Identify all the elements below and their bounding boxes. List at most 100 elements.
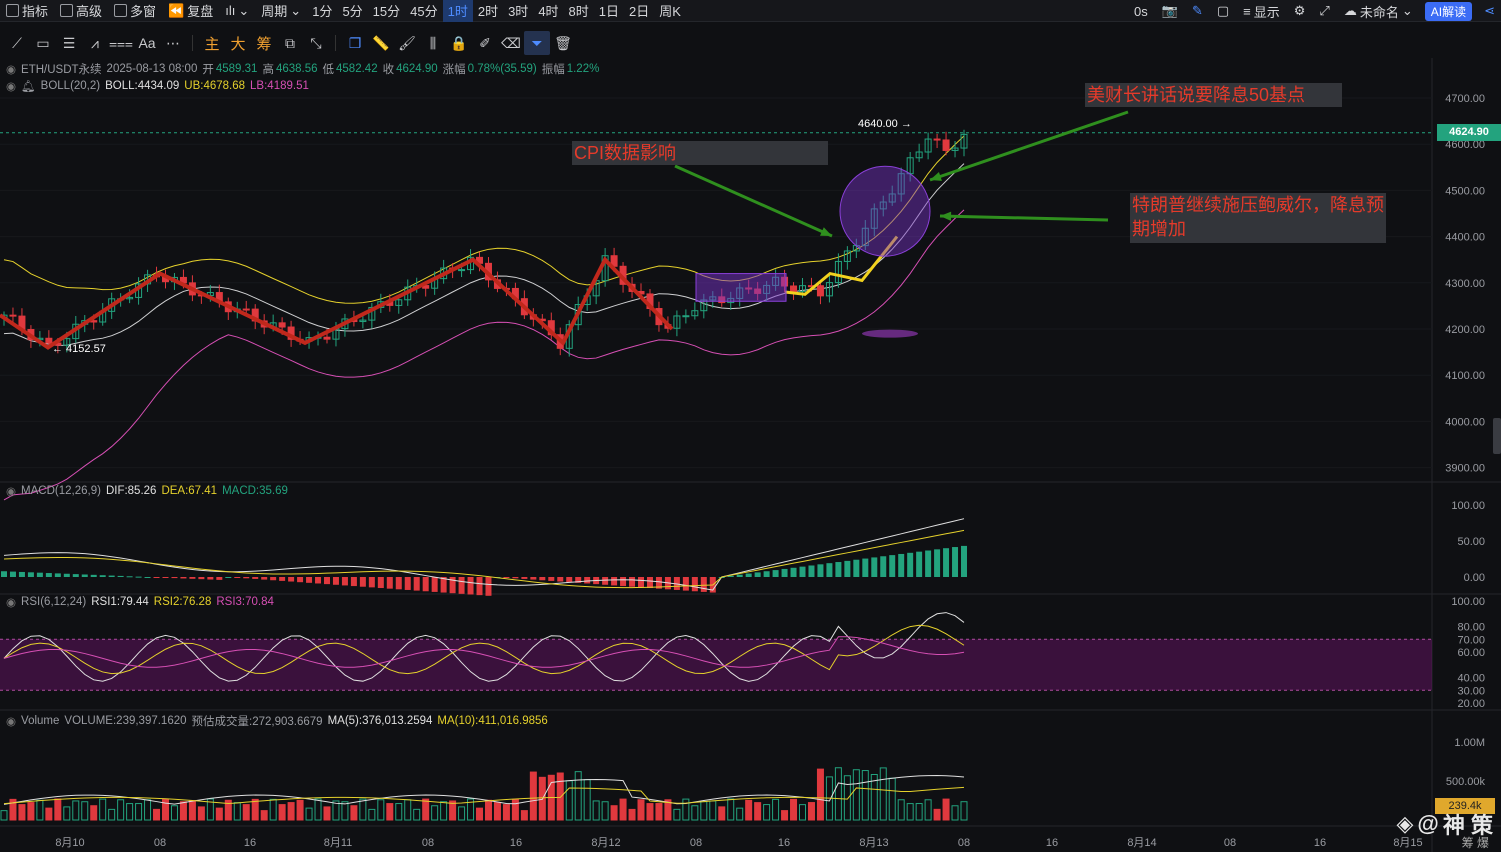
- eye-icon[interactable]: ◉: [6, 81, 17, 93]
- macd-histogram-bar: [332, 577, 339, 585]
- eye-icon[interactable]: ◉: [6, 64, 17, 76]
- bell-icon[interactable]: 🔔︎: [21, 81, 36, 93]
- interval-tab[interactable]: 15分: [372, 4, 401, 19]
- eye-icon[interactable]: ◉: [6, 716, 17, 728]
- annotation-treasury[interactable]: 美财长讲话说要降息50基点: [1085, 83, 1342, 107]
- list-icon: ≡: [1243, 3, 1251, 19]
- eraser-icon[interactable]: ⌫: [501, 34, 521, 51]
- big-order-button[interactable]: 大: [230, 35, 246, 53]
- interval-tab[interactable]: 4时: [538, 4, 559, 19]
- window-icon[interactable]: ▢: [1216, 3, 1230, 18]
- top-menu-bar: 指标 高级 多窗 ⏪ 复盘 ılı ⌄ 周期 ⌄ 1分 5分 15分 45分 1时 2时 3时 4时…: [0, 0, 1501, 22]
- volume-bar: [646, 803, 654, 821]
- interval-tab[interactable]: 5分: [342, 4, 363, 19]
- lock-icon[interactable]: 🔒: [450, 34, 468, 51]
- time-tick: 08: [422, 837, 434, 849]
- text-tool[interactable]: Aa: [138, 35, 156, 51]
- display-button[interactable]: ≡ 显示: [1243, 3, 1280, 20]
- interval-tab[interactable]: 3时: [508, 4, 529, 19]
- pen-icon[interactable]: ✎: [1191, 3, 1203, 18]
- indicators-button[interactable]: 指标: [0, 0, 54, 22]
- measure-icon[interactable]: ⤡: [310, 34, 322, 51]
- settings-icon[interactable]: ⚙: [1293, 3, 1306, 18]
- note-icon[interactable]: ✐: [479, 34, 491, 51]
- fib-icon[interactable]: ⩶: [109, 34, 133, 51]
- chart-type-button[interactable]: ılı ⌄: [219, 0, 255, 22]
- candle-body: [924, 138, 932, 153]
- fullscreen-icon[interactable]: ⤢: [1319, 3, 1330, 18]
- interval-tab[interactable]: 8时: [568, 4, 589, 19]
- drawing-toolbar: ⟋ ▭ ☰ ⩘ ⩶ Aa ⋯ 主 大 筹 ⧉ ⤡ ❐ 📏 🖌 ⫼ 🔒 ✐ ⌫ ⏷…: [0, 30, 1501, 56]
- volume-bar: [188, 800, 196, 821]
- interval-tab[interactable]: 周K: [659, 4, 681, 19]
- candle-body: [951, 147, 959, 151]
- more-icon[interactable]: ⋯: [166, 34, 180, 51]
- highlight-circle: [839, 165, 931, 257]
- macd-histogram-bar: [386, 577, 393, 589]
- volume-bar: [332, 800, 340, 821]
- macd-tick: 50.00: [1457, 536, 1485, 548]
- macd-histogram-bar: [117, 575, 124, 577]
- period-button[interactable]: 周期 ⌄: [261, 2, 302, 20]
- interval-tab[interactable]: 1时: [442, 0, 473, 22]
- wave-icon[interactable]: ⩘: [91, 34, 99, 51]
- volume-bar: [682, 798, 690, 821]
- eye-icon[interactable]: ◉: [6, 597, 17, 609]
- open-label: 开: [202, 64, 214, 76]
- interval-tab[interactable]: 45分: [410, 4, 438, 19]
- macd-histogram-bar: [279, 577, 286, 581]
- advanced-button[interactable]: 高级: [54, 0, 108, 22]
- macd-panel: [1, 518, 967, 596]
- candle-body: [888, 193, 896, 203]
- brush-icon[interactable]: 🖌: [398, 34, 416, 51]
- main-force-button[interactable]: 主: [204, 35, 220, 53]
- macd-histogram-bar: [880, 556, 887, 577]
- annotation-cpi[interactable]: CPI数据影响: [572, 141, 828, 165]
- macd-histogram-bar: [673, 577, 680, 590]
- ai-interpret-button[interactable]: AI解读: [1424, 1, 1473, 21]
- volume-bar: [305, 807, 313, 821]
- chart-canvas[interactable]: 4700.00 4600.00 4500.00 4400.00 4300.00 4200.…: [0, 58, 1501, 852]
- macd-histogram-bar: [413, 577, 420, 591]
- interval-tab[interactable]: 2时: [477, 4, 499, 19]
- interval-tab[interactable]: 1日: [598, 4, 620, 19]
- multi-window-button[interactable]: 多窗: [108, 0, 162, 22]
- replay-button[interactable]: ⏪ 复盘: [168, 2, 214, 20]
- volume-tick: 500.00k: [1446, 776, 1486, 788]
- interval-tab[interactable]: 1分: [312, 4, 333, 19]
- layout-name-button[interactable]: ☁ 未命名 ⌄: [1343, 3, 1413, 20]
- volume-bar: [197, 806, 205, 821]
- rectangle-icon[interactable]: ▭: [36, 34, 50, 51]
- macd-legend: ◉ MACD(12,26,9) DIF:85.26 DEA:67.41 MACD…: [6, 484, 288, 498]
- current-volume-tag: 239.4k: [1435, 798, 1495, 814]
- interval-tab[interactable]: 2日: [629, 4, 650, 19]
- volume-bar: [754, 802, 762, 821]
- filter-icon[interactable]: ⏷: [524, 31, 550, 55]
- volume-bar: [493, 802, 501, 821]
- macd-histogram-bar: [252, 577, 259, 579]
- datetime-label: 2025-08-13 08:00: [106, 63, 198, 75]
- volume-bar: [592, 800, 600, 821]
- copy-icon[interactable]: ❐: [348, 34, 362, 51]
- trendline-icon[interactable]: ⟋: [12, 34, 22, 51]
- volume-bar: [135, 803, 143, 821]
- volume-bar: [395, 803, 403, 821]
- trash-icon[interactable]: 🗑: [554, 34, 572, 51]
- bars-icon[interactable]: ⫼: [429, 34, 437, 51]
- panel-collapse-handle[interactable]: [1493, 418, 1501, 454]
- horizontal-lines-icon[interactable]: ☰: [62, 34, 76, 51]
- chip-button[interactable]: 筹: [256, 35, 272, 53]
- eye-icon[interactable]: ◉: [6, 486, 17, 498]
- macd-histogram-bar: [871, 557, 878, 577]
- volume-bar: [413, 808, 421, 821]
- camera-icon[interactable]: 📷: [1161, 3, 1178, 18]
- macd-histogram-bar: [952, 547, 959, 577]
- price-tick: 4600.00: [1445, 139, 1485, 151]
- volume-bar: [224, 799, 232, 821]
- ruler-icon[interactable]: 📏: [372, 34, 390, 51]
- annotation-trump[interactable]: 特朗普继续施压鲍威尔，降息预期增加: [1130, 193, 1386, 243]
- macd-histogram-bar: [440, 577, 447, 593]
- macd-histogram-bar: [772, 570, 779, 577]
- share-icon[interactable]: ⋖: [1484, 3, 1495, 18]
- magnet-icon[interactable]: ⧉: [285, 34, 295, 51]
